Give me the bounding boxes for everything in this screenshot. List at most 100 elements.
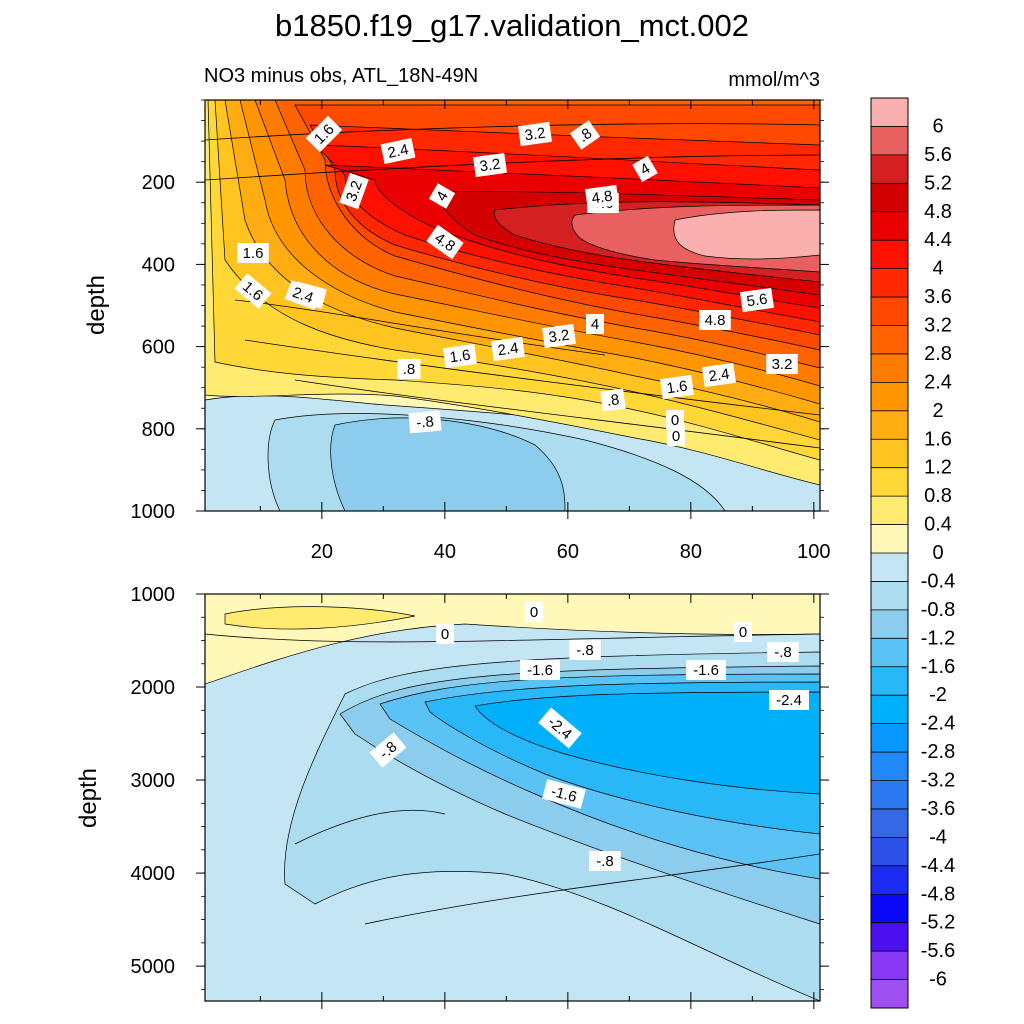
- contour-label: 4.8: [585, 184, 619, 210]
- bottom-panel-y-label: depth: [75, 768, 102, 828]
- colorbar-label: -3.2: [921, 770, 955, 792]
- colorbar-label: -0.4: [921, 570, 955, 592]
- colorbar-swatch-1p6: [871, 410, 908, 440]
- colorbar-label: 4: [932, 258, 943, 280]
- colorbar-label: -2.4: [921, 713, 955, 735]
- colorbar-label: -2: [929, 684, 947, 706]
- colorbar-swatch--2p4: [871, 695, 908, 725]
- y-tick-label: 1000: [131, 501, 176, 523]
- contour-label-text: -.8: [416, 413, 435, 431]
- contour-label: 4: [428, 183, 456, 209]
- x-tick-label: 80: [680, 541, 702, 563]
- colorbar-swatch-5p6: [871, 126, 908, 156]
- colorbar-label: -6: [929, 969, 947, 991]
- colorbar-swatch-4p8: [871, 183, 908, 213]
- contour-label-text: -.8: [596, 853, 614, 870]
- colorbar-swatch--6: [871, 951, 908, 980]
- contour-label: -1.6: [520, 660, 560, 680]
- colorbar-swatch-3p2: [871, 297, 908, 326]
- contour-band-0p4: [224, 606, 416, 630]
- y-tick-label: 600: [142, 337, 175, 359]
- colorbar-label: 0.8: [924, 485, 952, 507]
- contour-band-6: [673, 209, 820, 260]
- colorbar-label: -4.4: [921, 855, 955, 877]
- colorbar-swatch--4: [871, 808, 908, 838]
- contour-label: 4: [586, 314, 604, 334]
- contour-label: 2.4: [702, 362, 736, 388]
- contour-label-text: 1.6: [666, 378, 689, 398]
- colorbar-label: -1.6: [921, 656, 955, 678]
- colorbar-label: -0.8: [921, 599, 955, 621]
- contour-label-text: 0: [530, 604, 538, 621]
- colorbar-label: -4: [929, 826, 947, 848]
- contour-label-text: 4.8: [591, 188, 614, 208]
- contour-label: 2.4: [491, 336, 525, 362]
- colorbar-label: 3.6: [924, 286, 952, 308]
- colorbar-label: 4.4: [924, 229, 952, 251]
- contour-label: 3.2: [339, 172, 369, 210]
- contour-label: 1.6: [660, 374, 694, 400]
- colorbar-swatch-5p2: [871, 154, 908, 184]
- contour-label: 4: [632, 155, 658, 183]
- top-panel-y-label: depth: [83, 275, 110, 335]
- y-tick-label: 400: [142, 254, 175, 276]
- contour-label: 5.6: [740, 287, 774, 313]
- contour-label: 3.2: [542, 323, 576, 349]
- contour-label-text: -1.6: [527, 662, 553, 679]
- contour-label: 3.2: [473, 152, 507, 178]
- colorbar-label: -3.6: [921, 798, 955, 820]
- colorbar-swatch--0p8: [871, 581, 908, 611]
- colorbar-label: 2.4: [924, 371, 952, 393]
- colorbar-swatch-4p4: [871, 211, 908, 241]
- contour-label: 4.8: [426, 224, 464, 260]
- contour-label: .8: [397, 359, 421, 379]
- colorbar: 6 5.6 5.2 4.8 4.4 4 3.6 3.2 2.8 2.4 2 1.6 1.2 0.8 0.4 0…: [870, 97, 955, 1009]
- contour-label: -2.4: [538, 707, 582, 749]
- y-tick-label: 5000: [131, 956, 176, 978]
- colorbar-swatch--2: [871, 666, 908, 696]
- contour-label-text: 3.2: [524, 125, 547, 145]
- contour-label: .8: [600, 388, 626, 412]
- contour-label-text: 4.8: [705, 312, 726, 329]
- contour-label-text: 3.2: [343, 178, 366, 203]
- contour-label: 0: [666, 410, 684, 430]
- colorbar-label: 3.2: [924, 315, 952, 337]
- y-tick-label: 200: [142, 172, 175, 194]
- colorbar-swatch-1p2: [871, 439, 908, 469]
- contour-label-text: -1.6: [693, 662, 719, 679]
- contour-label: 0: [734, 622, 752, 642]
- contour-label-text: 4: [591, 316, 599, 333]
- contour-label: -1.6: [686, 660, 726, 680]
- bottom-panel: 00 0-.8 -.8-1.6 -1.6-2.4-.8-2.4-1.6-.8 1000…: [75, 584, 829, 1009]
- contour-label-text: -.8: [774, 644, 792, 661]
- colorbar-swatch-bottom: [871, 979, 908, 1009]
- top-panel-plot-area: 1.62.41.62.43.23.2444.85.6.83.24.81.62.4…: [205, 100, 820, 511]
- contour-label: 0: [436, 624, 454, 644]
- contour-label: 3.2: [518, 121, 552, 147]
- contour-label-text: -1.6: [549, 783, 578, 806]
- colorbar-label: 1.6: [924, 428, 952, 450]
- colorbar-swatch--3p2: [871, 752, 908, 781]
- colorbar-swatch--1p6: [871, 638, 908, 668]
- contour-label-text: 2.4: [708, 366, 731, 386]
- colorbar-swatch-2p4: [871, 353, 908, 383]
- contour-label: .8: [569, 120, 601, 150]
- top-panel: NO3 minus obs, ATL_18N-49N mmol/m^3 1.6 2…: [83, 65, 831, 563]
- contour-label-text: 3.2: [479, 156, 502, 176]
- figure-title: b1850.f19_g17.validation_mct.002: [275, 8, 749, 43]
- colorbar-swatch-0p4: [871, 496, 908, 525]
- contour-label: 0: [525, 602, 543, 622]
- y-tick-label: 4000: [131, 863, 176, 885]
- contour-label-text: .8: [403, 361, 416, 378]
- colorbar-label: 0.4: [924, 514, 952, 536]
- colorbar-swatch-4: [871, 240, 908, 270]
- contour-label: 2.4: [284, 280, 322, 310]
- x-tick-label: 100: [797, 541, 830, 563]
- colorbar-swatch--4p4: [871, 837, 908, 867]
- contour-label: -.8: [589, 851, 621, 871]
- contour-label-text: 3.2: [548, 327, 571, 347]
- contour-label-text: -2.4: [776, 692, 802, 709]
- contour-label: 3.2: [766, 354, 798, 374]
- contour-label-text: -.8: [576, 642, 594, 659]
- colorbar-swatch--4p8: [871, 865, 908, 895]
